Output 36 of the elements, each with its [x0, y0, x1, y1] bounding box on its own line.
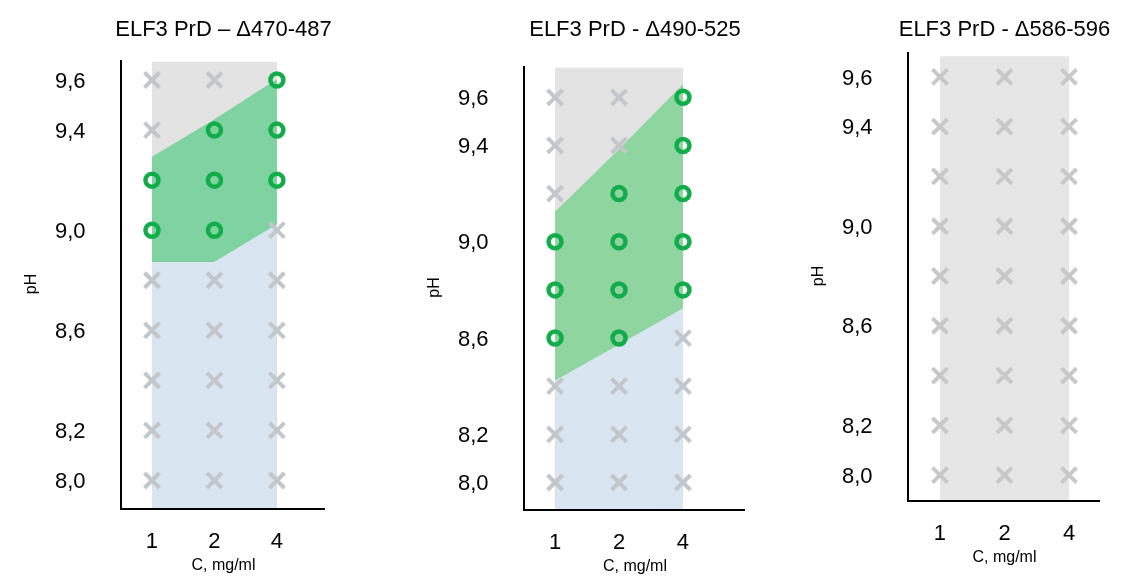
y-axis-title: pH [22, 273, 40, 295]
y-tick-label: 8,0 [55, 468, 86, 494]
y-tick-label: 8,6 [55, 318, 86, 343]
y-tick-label: 9,0 [55, 217, 86, 243]
y-tick-label: 8,6 [842, 313, 873, 339]
x-tick-label: 1 [933, 520, 947, 546]
y-tick-label: 9,0 [842, 213, 873, 239]
y-axis-title: pH [425, 277, 443, 298]
y-tick-label: 9,6 [458, 85, 489, 110]
y-tick-label: 8,2 [842, 413, 873, 439]
y-tick-label: 9,4 [842, 114, 873, 140]
y-tick-label: 9,4 [55, 117, 86, 143]
y-tick-label: 8,2 [458, 422, 489, 448]
y-tick-label: 9,0 [458, 229, 489, 255]
x-tick-label: 4 [676, 529, 690, 555]
y-tick-label: 8,0 [458, 470, 489, 496]
x-tick-label: 1 [548, 529, 562, 555]
chart-title: ELF3 PrD - Δ586-596 [898, 15, 1111, 41]
y-tick-label: 9,6 [842, 64, 873, 90]
y-tick-label: 8,6 [458, 325, 489, 351]
chart-title: ELF3 PrD – Δ470-487 [115, 15, 332, 41]
y-tick-label: 9,4 [458, 133, 489, 159]
x-tick-label: 1 [145, 528, 159, 554]
x-tick-label: 2 [208, 528, 221, 554]
y-tick-label: 8,0 [842, 462, 873, 488]
x-tick-label: 2 [612, 529, 626, 555]
x-tick-label: 2 [998, 520, 1011, 546]
chart-title: ELF3 PrD - Δ490-525 [529, 15, 741, 41]
x-tick-label: 4 [1062, 520, 1076, 546]
y-tick-label: 8,2 [55, 418, 86, 444]
x-axis-title: C, mg/ml [603, 556, 667, 574]
x-axis-title: C, mg/ml [972, 547, 1037, 565]
x-tick-label: 4 [270, 528, 284, 554]
x-axis-title: C, mg/ml [191, 555, 256, 573]
y-tick-label: 9,6 [55, 67, 86, 93]
y-axis-title: pH [809, 265, 827, 287]
